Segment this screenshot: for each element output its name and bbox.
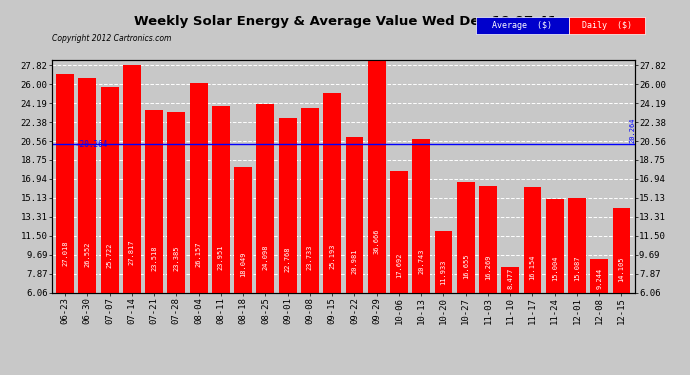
Text: 24.098: 24.098 [262, 244, 268, 270]
Bar [390, 171, 408, 292]
Bar [301, 108, 319, 292]
Text: 20.264: 20.264 [629, 118, 635, 143]
Text: 15.087: 15.087 [574, 256, 580, 281]
Bar [323, 93, 341, 292]
Text: 26.157: 26.157 [196, 242, 201, 267]
Text: 18.049: 18.049 [240, 252, 246, 278]
Text: 23.733: 23.733 [307, 245, 313, 270]
Bar [145, 110, 163, 292]
Text: 17.692: 17.692 [396, 252, 402, 278]
Bar [524, 187, 542, 292]
Bar [279, 118, 297, 292]
Text: Weekly Solar Energy & Average Value Wed Dec 19 07:41: Weekly Solar Energy & Average Value Wed … [134, 15, 556, 28]
Text: 20.743: 20.743 [418, 249, 424, 274]
Text: 16.269: 16.269 [485, 254, 491, 280]
Text: ←20.264: ←20.264 [76, 140, 108, 148]
Text: Daily  ($): Daily ($) [582, 21, 632, 30]
Bar [435, 231, 453, 292]
Text: 22.768: 22.768 [285, 246, 290, 272]
Bar [501, 267, 519, 292]
Bar [101, 87, 119, 292]
Text: 23.951: 23.951 [218, 244, 224, 270]
Text: 25.722: 25.722 [107, 242, 112, 268]
Text: 16.655: 16.655 [463, 254, 469, 279]
Bar [79, 78, 97, 292]
Bar [123, 65, 141, 292]
Text: 23.385: 23.385 [173, 245, 179, 271]
Bar [568, 198, 586, 292]
Text: 26.552: 26.552 [84, 242, 90, 267]
Bar [212, 106, 230, 292]
Text: 27.817: 27.817 [129, 240, 135, 265]
Text: 16.154: 16.154 [529, 254, 535, 280]
Bar [56, 74, 74, 292]
Bar [613, 209, 631, 292]
Bar [168, 111, 186, 292]
Bar [346, 136, 364, 292]
Text: 15.004: 15.004 [552, 256, 558, 281]
Text: Copyright 2012 Cartronics.com: Copyright 2012 Cartronics.com [52, 34, 171, 43]
Text: 9.244: 9.244 [596, 267, 602, 288]
Bar [368, 0, 386, 292]
Bar [257, 104, 275, 292]
Text: 27.018: 27.018 [62, 241, 68, 266]
Text: 25.193: 25.193 [329, 243, 335, 268]
Text: 20.981: 20.981 [351, 248, 357, 274]
Text: 8.477: 8.477 [507, 268, 513, 290]
Bar [190, 82, 208, 292]
Text: 14.105: 14.105 [618, 257, 624, 282]
Text: 23.518: 23.518 [151, 245, 157, 271]
Text: Average  ($): Average ($) [493, 21, 552, 30]
Bar [457, 182, 475, 292]
Bar [590, 259, 608, 292]
Text: 36.666: 36.666 [374, 229, 380, 254]
Bar [546, 199, 564, 292]
Bar [412, 139, 430, 292]
Text: 11.933: 11.933 [440, 260, 446, 285]
Bar [234, 167, 252, 292]
Bar [479, 186, 497, 292]
